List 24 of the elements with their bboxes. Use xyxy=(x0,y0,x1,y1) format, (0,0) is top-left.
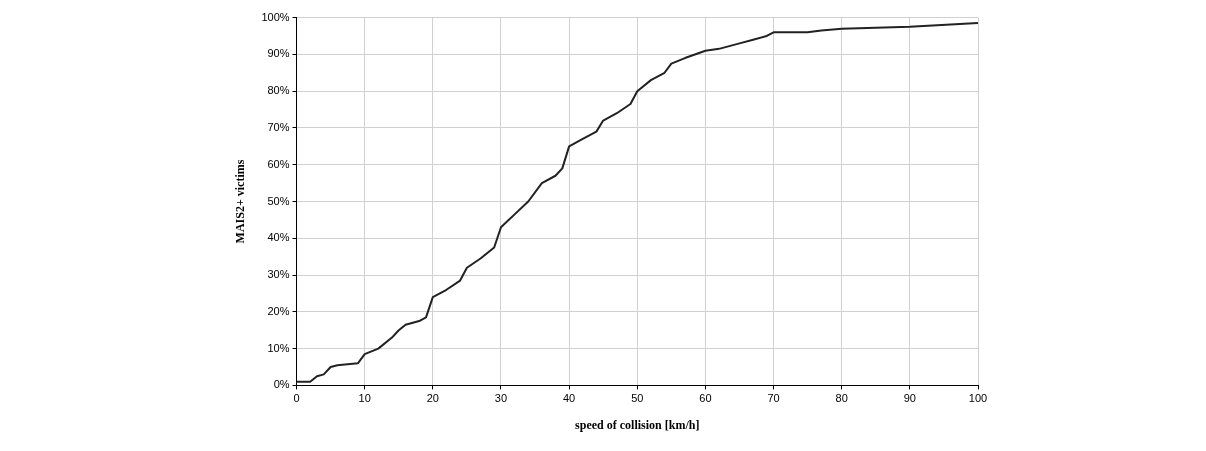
y-tick-label: 60% xyxy=(267,157,290,170)
x-tick-label: 40 xyxy=(563,392,576,405)
x-tick-label: 50 xyxy=(631,392,644,405)
x-tick-label: 60 xyxy=(699,392,712,405)
y-tick-label: 0% xyxy=(273,378,290,391)
y-tick-label: 100% xyxy=(261,10,290,23)
y-axis-title: MAIS2+ victims xyxy=(233,159,248,244)
y-tick-label: 50% xyxy=(267,194,290,207)
x-tick-label: 100 xyxy=(968,392,988,405)
x-tick-label: 20 xyxy=(426,392,439,405)
y-tick-label: 30% xyxy=(267,268,290,281)
x-tick-label: 30 xyxy=(494,392,508,405)
x-tick-label: 0 xyxy=(293,392,300,405)
x-axis-title: speed of collision [km/h] xyxy=(575,417,700,432)
y-tick-label: 40% xyxy=(267,231,290,244)
y-tick-label: 70% xyxy=(267,120,290,133)
x-tick-label: 10 xyxy=(358,392,371,405)
y-tick-label: 10% xyxy=(267,341,290,354)
y-tick-label: 80% xyxy=(267,84,290,97)
x-tick-label: 90 xyxy=(903,392,916,405)
y-tick-label: 90% xyxy=(267,47,290,60)
x-tick-label: 80 xyxy=(835,392,848,405)
x-tick-label: 70 xyxy=(767,392,780,405)
y-tick-label: 20% xyxy=(267,304,290,317)
